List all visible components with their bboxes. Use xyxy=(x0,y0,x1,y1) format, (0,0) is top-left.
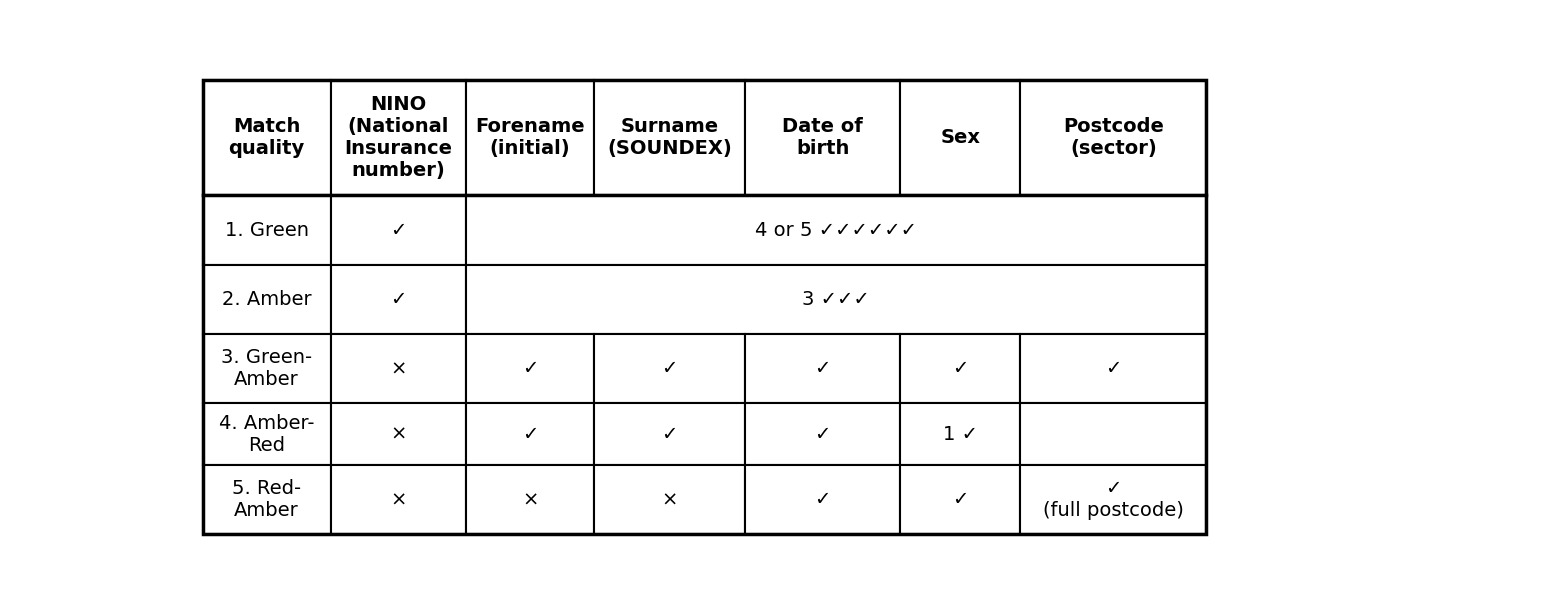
Bar xyxy=(466,80,594,196)
Bar xyxy=(203,80,331,196)
Bar xyxy=(1021,403,1207,465)
Bar xyxy=(900,80,1021,196)
Text: ×: × xyxy=(662,490,678,509)
Bar xyxy=(203,265,331,334)
Text: ✓: ✓ xyxy=(814,359,831,378)
Text: 3. Green-
Amber: 3. Green- Amber xyxy=(221,348,312,389)
Text: ✓: ✓ xyxy=(390,221,407,240)
Bar xyxy=(331,403,466,465)
Text: Match
quality: Match quality xyxy=(229,117,305,158)
Bar xyxy=(746,403,900,465)
Text: ✓: ✓ xyxy=(951,490,968,509)
Text: ✓: ✓ xyxy=(814,425,831,443)
Text: ×: × xyxy=(390,425,407,443)
Bar xyxy=(594,403,746,465)
Text: ✓: ✓ xyxy=(521,359,538,378)
Bar xyxy=(746,80,900,196)
Text: NINO
(National
Insurance
number): NINO (National Insurance number) xyxy=(345,95,452,180)
Text: Surname
(SOUNDEX): Surname (SOUNDEX) xyxy=(608,117,732,158)
Text: Date of
birth: Date of birth xyxy=(783,117,863,158)
Text: 1 ✓: 1 ✓ xyxy=(942,425,978,443)
Text: ×: × xyxy=(390,359,407,378)
Bar xyxy=(331,80,466,196)
Text: ×: × xyxy=(521,490,538,509)
Bar xyxy=(331,334,466,403)
Text: Forename
(initial): Forename (initial) xyxy=(475,117,585,158)
Bar xyxy=(331,196,466,265)
Bar xyxy=(203,80,1207,534)
Bar xyxy=(203,465,331,534)
Text: Postcode
(sector): Postcode (sector) xyxy=(1063,117,1163,158)
Text: ✓: ✓ xyxy=(662,425,678,443)
Bar xyxy=(594,334,746,403)
Bar xyxy=(900,334,1021,403)
Text: ✓: ✓ xyxy=(1105,359,1122,378)
Text: ✓
(full postcode): ✓ (full postcode) xyxy=(1043,479,1183,520)
Bar xyxy=(900,403,1021,465)
Bar xyxy=(1021,80,1207,196)
Text: Sex: Sex xyxy=(941,128,981,147)
Bar xyxy=(203,334,331,403)
Bar xyxy=(331,265,466,334)
Text: ✓: ✓ xyxy=(662,359,678,378)
Bar xyxy=(746,334,900,403)
Bar xyxy=(203,403,331,465)
Text: 1. Green: 1. Green xyxy=(224,221,308,240)
Text: ✓: ✓ xyxy=(814,490,831,509)
Text: ✓: ✓ xyxy=(390,290,407,309)
Text: 4 or 5 ✓✓✓✓✓✓: 4 or 5 ✓✓✓✓✓✓ xyxy=(755,221,917,240)
Text: ✓: ✓ xyxy=(521,425,538,443)
Text: 2. Amber: 2. Amber xyxy=(221,290,311,309)
Bar xyxy=(1021,334,1207,403)
Bar xyxy=(594,465,746,534)
Bar xyxy=(594,80,746,196)
Bar xyxy=(900,465,1021,534)
Bar xyxy=(331,465,466,534)
Bar xyxy=(466,265,1207,334)
Bar xyxy=(746,465,900,534)
Bar xyxy=(466,403,594,465)
Bar xyxy=(1021,465,1207,534)
Text: 5. Red-
Amber: 5. Red- Amber xyxy=(232,479,302,520)
Bar xyxy=(203,196,331,265)
Text: 3 ✓✓✓: 3 ✓✓✓ xyxy=(803,290,869,309)
Bar xyxy=(466,334,594,403)
Text: ×: × xyxy=(390,490,407,509)
Bar xyxy=(466,465,594,534)
Text: ✓: ✓ xyxy=(951,359,968,378)
Text: 4. Amber-
Red: 4. Amber- Red xyxy=(218,414,314,454)
Bar xyxy=(466,196,1207,265)
